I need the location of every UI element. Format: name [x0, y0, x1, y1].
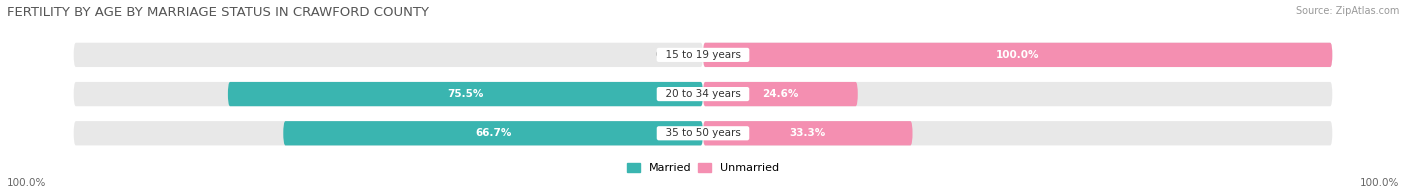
Text: 24.6%: 24.6% — [762, 89, 799, 99]
Text: 33.3%: 33.3% — [790, 128, 825, 138]
Text: 15 to 19 years: 15 to 19 years — [659, 50, 747, 60]
FancyBboxPatch shape — [283, 121, 703, 145]
FancyBboxPatch shape — [703, 121, 1333, 145]
FancyBboxPatch shape — [703, 82, 1333, 106]
Legend: Married, Unmarried: Married, Unmarried — [627, 163, 779, 173]
FancyBboxPatch shape — [703, 43, 1333, 67]
Text: Source: ZipAtlas.com: Source: ZipAtlas.com — [1295, 6, 1399, 16]
FancyBboxPatch shape — [73, 43, 703, 67]
Text: 20 to 34 years: 20 to 34 years — [659, 89, 747, 99]
FancyBboxPatch shape — [73, 121, 703, 145]
Text: 35 to 50 years: 35 to 50 years — [659, 128, 747, 138]
Text: 0.0%: 0.0% — [655, 50, 685, 60]
Text: 66.7%: 66.7% — [475, 128, 512, 138]
Text: 100.0%: 100.0% — [995, 50, 1039, 60]
FancyBboxPatch shape — [73, 82, 703, 106]
Text: 75.5%: 75.5% — [447, 89, 484, 99]
Text: FERTILITY BY AGE BY MARRIAGE STATUS IN CRAWFORD COUNTY: FERTILITY BY AGE BY MARRIAGE STATUS IN C… — [7, 6, 429, 19]
Text: 100.0%: 100.0% — [7, 178, 46, 188]
FancyBboxPatch shape — [228, 82, 703, 106]
FancyBboxPatch shape — [703, 82, 858, 106]
Text: 100.0%: 100.0% — [1360, 178, 1399, 188]
FancyBboxPatch shape — [703, 43, 1333, 67]
FancyBboxPatch shape — [703, 121, 912, 145]
